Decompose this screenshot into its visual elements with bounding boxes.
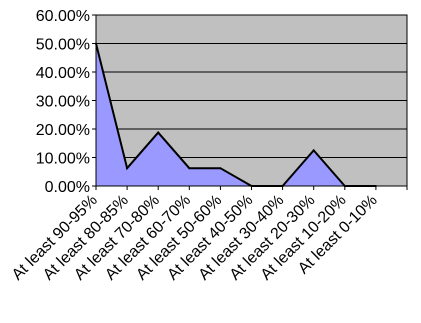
y-tick-label: 10.00% [36, 151, 90, 168]
y-axis: 0.00% 10.00% 20.00% 30.00% 40.00% 50.00% 60.00… [36, 8, 97, 196]
y-tick-label: 20.00% [36, 122, 90, 139]
data-point [312, 149, 315, 152]
y-tick-label: 50.00% [36, 37, 90, 54]
data-point [250, 185, 253, 187]
data-point [95, 42, 97, 45]
y-tick-label: 40.00% [36, 65, 90, 82]
data-points [95, 42, 377, 187]
y-tick-label: 30.00% [36, 94, 90, 111]
data-point [188, 167, 191, 170]
data-point [219, 167, 222, 170]
series-line [95, 43, 376, 187]
data-point [126, 167, 129, 170]
data-point [343, 185, 346, 187]
series-area [96, 43, 376, 186]
data-point [374, 185, 377, 187]
y-tick-label: 0.00% [45, 179, 90, 196]
data-point [281, 185, 284, 187]
data-point [157, 131, 160, 134]
y-tick-label: 60.00% [36, 8, 90, 25]
x-axis: At least 90-95%At least 80-85%At least 7… [9, 185, 408, 284]
